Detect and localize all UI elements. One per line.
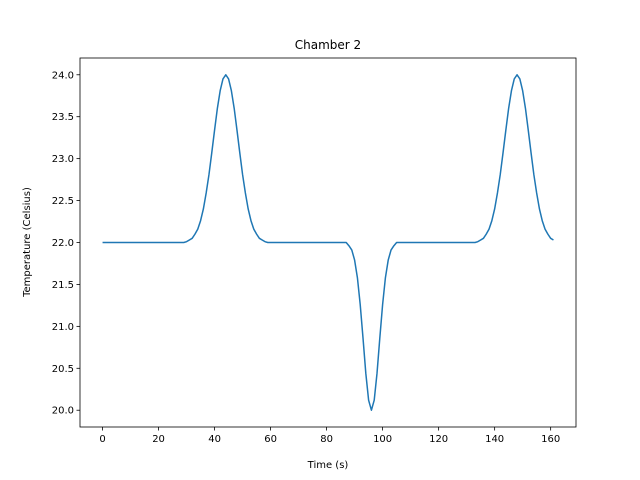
y-tick-label: 21.5 [52,280,74,291]
x-tick-label: 20 [152,434,165,445]
y-tick-label: 23.0 [52,154,74,165]
plot-frame [79,57,577,428]
y-tick-label: 24.0 [52,70,74,81]
chart-title: Chamber 2 [295,38,361,52]
x-tick-label: 60 [264,434,277,445]
x-tick-label: 80 [320,434,333,445]
x-tick-label: 140 [485,434,504,445]
y-tick-label: 20.5 [52,364,74,375]
x-tick-label: 100 [373,434,392,445]
x-tick-label: 160 [541,434,560,445]
y-axis-label: Temperature (Celsius) [22,187,33,298]
y-tick-label: 22.5 [52,196,74,207]
x-axis-label: Time (s) [307,460,349,471]
y-tick-label: 22.0 [52,238,74,249]
data-line [102,74,554,411]
x-tick-label: 120 [429,434,448,445]
y-tick-label: 20.0 [52,406,74,417]
y-tick-label: 23.5 [52,112,74,123]
x-tick-label: 40 [208,434,221,445]
x-tick-label: 0 [99,434,105,445]
y-tick-label: 21.0 [52,322,74,333]
